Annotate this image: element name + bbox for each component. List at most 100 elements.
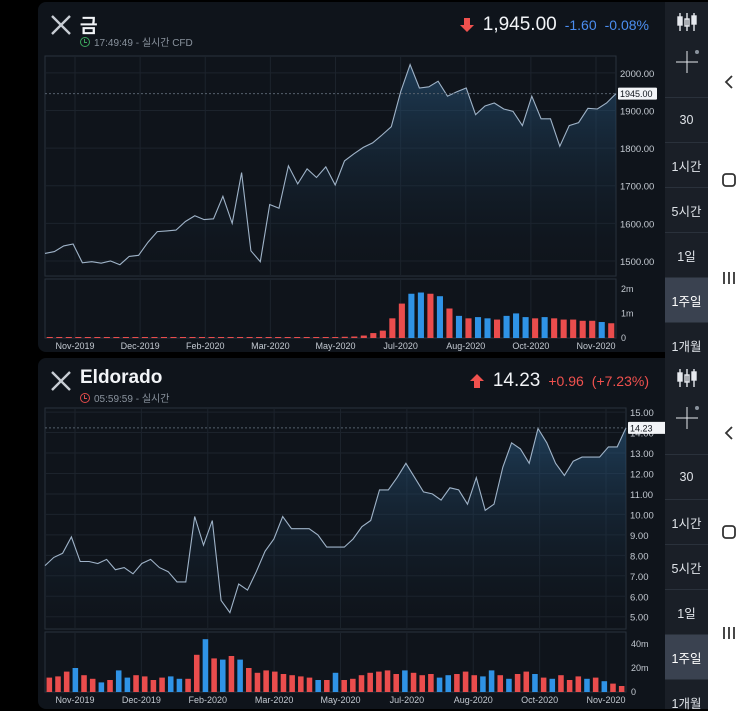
- volume-tick-label: 2m: [621, 284, 634, 294]
- volume-bar: [81, 675, 87, 692]
- volume-bar: [228, 656, 235, 692]
- quote-summary: 1,945.00 -1.60 -0.08%: [459, 14, 649, 36]
- volume-bar: [324, 680, 330, 692]
- volume-bar: [179, 337, 187, 338]
- timeframe-1d[interactable]: 1일: [665, 232, 708, 277]
- price-line: [44, 63, 617, 266]
- recents-nav-icon[interactable]: [714, 618, 744, 648]
- timeframe-1w[interactable]: 1주일: [665, 634, 708, 679]
- volume-bar: [298, 676, 304, 692]
- quote-summary: 14.23 +0.96 (+7.23%): [469, 370, 649, 392]
- volume-bar: [202, 639, 209, 692]
- timeframe-30[interactable]: 30: [665, 454, 708, 499]
- x-tick-label: Nov-2019: [55, 341, 94, 351]
- volume-bar: [523, 671, 530, 692]
- y-tick-label: 1800.00: [620, 144, 654, 155]
- instrument-title: Eldorado: [80, 367, 163, 388]
- timeframe-1m[interactable]: 1개월: [665, 679, 708, 711]
- volume-bar: [560, 319, 567, 338]
- candlestick-icon[interactable]: [665, 2, 708, 42]
- volume-bar: [454, 674, 460, 692]
- volume-bar: [341, 680, 347, 692]
- volume-bar: [445, 675, 452, 692]
- volume-bar: [237, 337, 244, 338]
- x-tick-label: Aug-2020: [454, 695, 493, 705]
- timeframe-30[interactable]: 30: [665, 97, 708, 142]
- y-tick-label: 5.00: [630, 613, 649, 624]
- y-tick-label: 8.00: [630, 551, 649, 562]
- quote-time-text: 17:49:49 - 실시간 CFD: [94, 38, 193, 49]
- price-chart-gold[interactable]: 2000.00 1900.00 1800.00 1700.00 1600.00 1500.…: [38, 2, 665, 352]
- volume-bar: [89, 678, 96, 692]
- volume-bar: [370, 333, 377, 338]
- chart-panel-eldorado: 15.00 14.00 13.00 12.00 11.00 10.00 9.00 8.00 7.…: [38, 358, 665, 709]
- volume-bar: [484, 318, 491, 338]
- timeframe-1h[interactable]: 1시간: [665, 142, 708, 187]
- candlestick-icon[interactable]: [665, 358, 708, 398]
- volume-bar: [384, 670, 391, 692]
- volume-bar: [306, 677, 313, 692]
- timeframe-1h[interactable]: 1시간: [665, 499, 708, 544]
- down-arrow-icon: [459, 18, 474, 32]
- crosshair-icon[interactable]: [665, 42, 708, 82]
- volume-bar: [56, 337, 63, 338]
- timeframe-5h[interactable]: 5시간: [665, 187, 708, 232]
- price-chart-eldorado[interactable]: 15.00 14.00 13.00 12.00 11.00 10.00 9.00 8.00 7.…: [38, 358, 665, 709]
- y-tick-label: 1600.00: [620, 219, 654, 230]
- volume-bar: [124, 677, 131, 692]
- x-tick-label: Feb-2020: [188, 695, 227, 705]
- last-price-label: 14.23: [630, 423, 653, 433]
- recents-nav-icon[interactable]: [714, 263, 744, 293]
- volume-bar: [592, 677, 599, 692]
- volume-bar: [272, 671, 278, 692]
- x-tick-label: Oct-2020: [521, 695, 558, 705]
- volume-bar: [446, 308, 453, 338]
- timeframe-5h[interactable]: 5시간: [665, 544, 708, 589]
- volume-bar: [84, 337, 91, 338]
- volume-tick-label: 0: [631, 687, 636, 697]
- volume-bar: [113, 337, 120, 338]
- volume-bar: [480, 676, 486, 692]
- volume-bar: [618, 686, 625, 692]
- back-nav-icon[interactable]: [714, 418, 744, 448]
- volume-bar: [474, 317, 482, 338]
- volume-bar: [575, 676, 582, 692]
- x-tick-label: Nov-2020: [576, 341, 615, 351]
- chart-toolbar: 30 1시간 5시간 1일 1주일 1개월 30 1시간 5시간 1일 1주일 …: [665, 2, 708, 711]
- back-nav-icon[interactable]: [714, 67, 744, 97]
- x-tick-label: Mar-2020: [255, 695, 294, 705]
- volume-bar: [256, 337, 263, 338]
- toolbar-group-2: 30 1시간 5시간 1일 1주일 1개월: [665, 358, 708, 711]
- volume-bar: [72, 668, 79, 692]
- volume-bar: [427, 293, 434, 338]
- volume-bar: [332, 337, 339, 338]
- volume-bar: [551, 318, 558, 338]
- timeframe-1d[interactable]: 1일: [665, 589, 708, 634]
- x-tick-label: Dec-2019: [121, 341, 160, 351]
- y-tick-label: 6.00: [630, 592, 649, 603]
- volume-bar: [436, 296, 443, 338]
- volume-bar: [98, 682, 105, 692]
- volume-bar: [471, 675, 478, 692]
- close-icon[interactable]: [48, 368, 74, 394]
- volume-bar: [237, 659, 243, 692]
- volume-bar: [122, 337, 129, 338]
- volume-bar: [350, 678, 356, 692]
- close-icon[interactable]: [48, 12, 74, 38]
- home-nav-icon[interactable]: [714, 517, 744, 547]
- volume-bar: [219, 659, 226, 692]
- volume-bar: [522, 317, 529, 338]
- volume-tick-label: 0: [621, 333, 626, 343]
- volume-bar: [46, 677, 53, 692]
- timeframe-1w[interactable]: 1주일: [665, 277, 708, 322]
- home-nav-icon[interactable]: [714, 165, 744, 195]
- volume-bar: [465, 318, 472, 338]
- crosshair-icon[interactable]: [665, 398, 708, 438]
- price-change: +0.96: [548, 373, 584, 389]
- volume-bar: [218, 337, 225, 338]
- volume-bar: [208, 337, 215, 338]
- volume-bar: [65, 337, 72, 338]
- volume-bar: [246, 668, 252, 692]
- timeframe-1m[interactable]: 1개월: [665, 322, 708, 367]
